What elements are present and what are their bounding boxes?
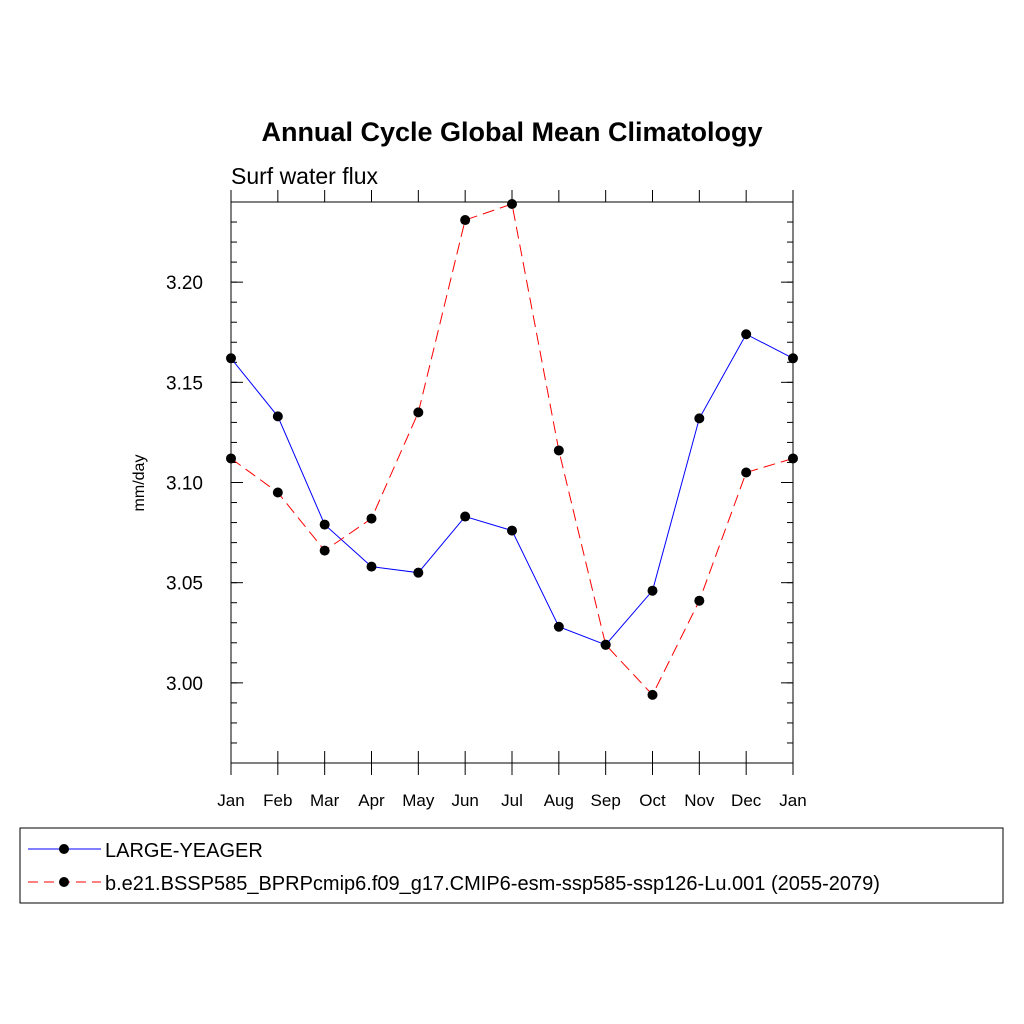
series-1-point [226, 453, 236, 464]
series-line-0 [230, 333, 794, 646]
series-0-point [694, 413, 705, 424]
series-0-point [413, 567, 424, 578]
series-1-point [413, 407, 424, 418]
series-0-point [788, 353, 798, 364]
x-tick-label: May [402, 791, 435, 810]
x-tick-label: Apr [358, 791, 385, 810]
series-line-1 [230, 203, 794, 696]
series-1-point [366, 513, 377, 524]
y-tick-label: 3.15 [166, 373, 203, 394]
series-0-point [272, 411, 283, 422]
series-0-point [741, 329, 752, 340]
series-0-point [553, 621, 564, 632]
y-tick-label: 3.05 [166, 574, 203, 595]
x-tick-label: Nov [684, 791, 715, 810]
series-1-point [600, 639, 611, 650]
x-tick-label: Jul [501, 791, 523, 810]
x-tick-label: Dec [731, 791, 762, 810]
x-tick-label: Feb [263, 791, 292, 810]
x-tick-label: Aug [544, 791, 574, 810]
x-tick-label: Jan [217, 791, 244, 810]
legend-marker-large-yeager [59, 844, 69, 854]
series-1-point [553, 445, 564, 456]
series-0-point [319, 519, 330, 530]
series-1-point [788, 453, 798, 464]
axis-ticks [230, 190, 794, 775]
series-0-point [647, 585, 658, 596]
x-tick-label: Oct [639, 791, 666, 810]
legend-label-large-yeager: LARGE-YEAGER [105, 840, 263, 862]
series-1-point [507, 199, 517, 210]
x-tick-label: Jan [779, 791, 806, 810]
series-0-point [460, 511, 471, 522]
series-1-point [741, 467, 752, 478]
series-1-point [647, 689, 658, 700]
series-0-point [366, 561, 377, 572]
axis-labels: 3.00 3.05 3.10 3.15 3.20 Jan Feb Mar Apr May Jun Ju… [166, 273, 807, 810]
series-1-point [272, 487, 283, 498]
y-tick-label: 3.10 [166, 474, 203, 495]
y-axis-label: mm/day [131, 455, 148, 512]
series-1-point [319, 545, 330, 556]
series-0-point [226, 353, 236, 364]
series-1-point [460, 215, 471, 226]
x-tick-label: Jun [451, 791, 478, 810]
series-layer [226, 199, 798, 700]
x-tick-label: Sep [591, 791, 621, 810]
x-tick-label: Mar [310, 791, 340, 810]
legend-marker-ssp-run [59, 877, 69, 887]
y-tick-label: 3.20 [166, 273, 203, 294]
legend-box [19, 827, 1004, 904]
legend: LARGE-YEAGER b.e21.BSSP585_BPRPcmip6.f09… [19, 827, 1004, 904]
chart-subtitle: Surf water flux [231, 163, 378, 189]
series-1-point [694, 595, 705, 606]
series-0-point [507, 525, 517, 536]
plot-frame [230, 201, 794, 764]
chart-title: Annual Cycle Global Mean Climatology [261, 117, 762, 147]
legend-label-ssp-run: b.e21.BSSP585_BPRPcmip6.f09_g17.CMIP6-es… [105, 873, 880, 895]
y-tick-label: 3.00 [166, 674, 203, 695]
